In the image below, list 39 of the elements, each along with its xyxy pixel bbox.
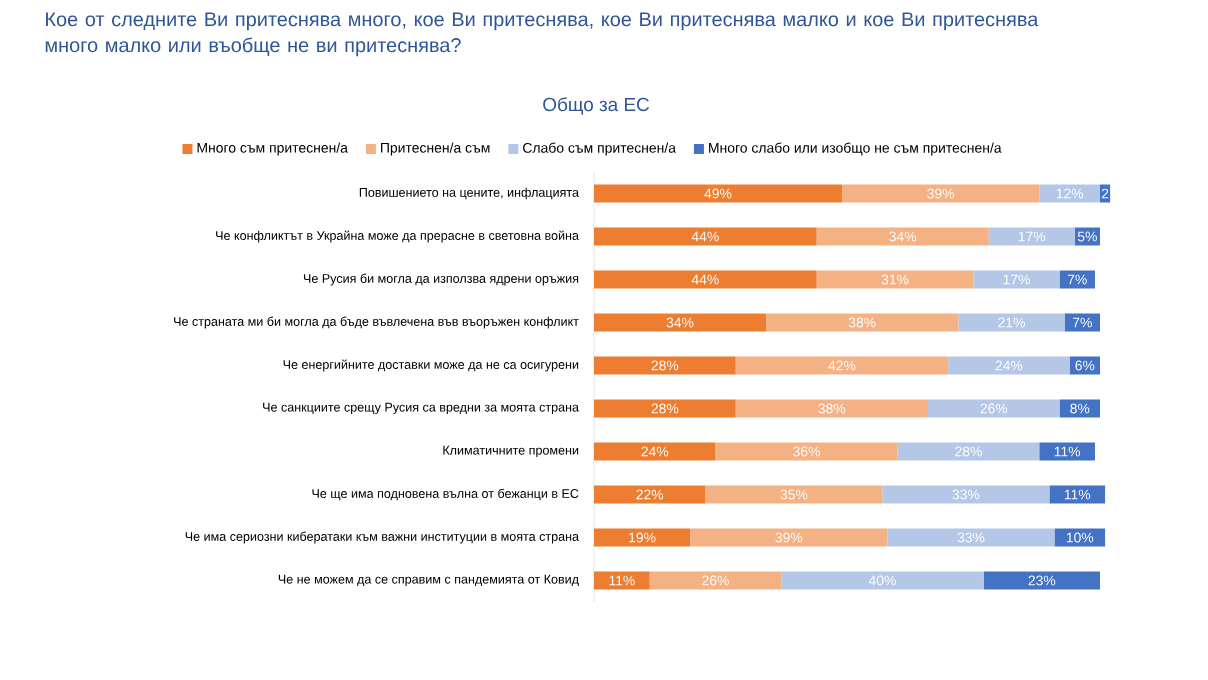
bar [715, 442, 898, 461]
bar [705, 485, 883, 504]
bar [594, 399, 736, 418]
chart-title: Кое от следните Ви притеснява много, кое Ви притеснява, кое Ви притеснява малко и кое Ви притеснява много малко или въобще не ви притеснява? [45, 12, 1039, 57]
bar [594, 270, 817, 289]
bar [735, 399, 928, 418]
bar [649, 571, 782, 590]
bar [1049, 485, 1106, 504]
bar [983, 571, 1101, 590]
bar [594, 528, 691, 547]
chart-subtitle: Общо за ЕС [543, 97, 650, 115]
bar [594, 227, 817, 246]
bar [882, 485, 1050, 504]
bar [816, 227, 989, 246]
bar [973, 270, 1060, 289]
bar [1059, 399, 1101, 418]
bar [594, 442, 716, 461]
bar [594, 313, 767, 332]
bar [766, 313, 959, 332]
bar [594, 356, 736, 375]
bar [897, 442, 1040, 461]
bar [781, 571, 984, 590]
bar [1064, 313, 1101, 332]
bar [988, 227, 1075, 246]
bar [958, 313, 1065, 332]
bar [887, 528, 1055, 547]
bar [1059, 270, 1095, 289]
bar [1054, 528, 1106, 547]
bar [594, 485, 706, 504]
bar [1039, 442, 1095, 461]
bar [816, 270, 974, 289]
bar [927, 399, 1060, 418]
bar [735, 356, 949, 375]
bar [594, 571, 650, 590]
bar [1039, 184, 1101, 203]
bar [690, 528, 888, 547]
bar [948, 356, 1070, 375]
bar [841, 184, 1040, 203]
bar [594, 184, 842, 203]
